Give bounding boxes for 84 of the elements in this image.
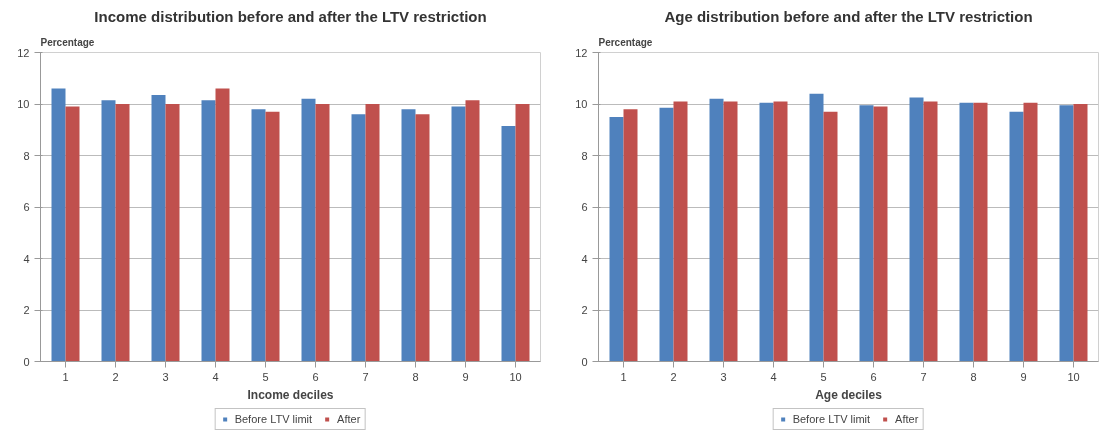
legend-label: Before LTV limit [234, 413, 313, 425]
y-tick-label: 6 [23, 201, 30, 213]
bar [959, 102, 974, 362]
bar [823, 111, 838, 362]
x-tick-label: 7 [920, 370, 927, 383]
legend-label: After [337, 413, 361, 425]
bar [365, 104, 380, 362]
y-tick-label: 10 [17, 98, 30, 110]
bar [1023, 102, 1038, 362]
x-tick-label: 8 [970, 370, 977, 383]
y-axis-title: Percentage [598, 36, 653, 48]
bar [251, 109, 266, 362]
bar [515, 104, 530, 362]
y-tick-label: 12 [575, 46, 588, 59]
y-tick-label: 8 [581, 149, 588, 162]
bar [923, 101, 938, 362]
x-tick-label: 1 [62, 370, 69, 383]
bar [215, 88, 230, 362]
x-tick-label: 6 [312, 370, 319, 383]
x-tick-label: 6 [870, 370, 877, 383]
bar [101, 100, 116, 362]
bar [351, 114, 366, 362]
bar [51, 88, 66, 362]
bar [465, 100, 480, 362]
x-tick-label: 10 [1067, 370, 1080, 383]
x-tick-label: 5 [820, 370, 827, 383]
bar [265, 111, 280, 362]
legend-label: After [895, 413, 919, 425]
bar [659, 107, 674, 362]
bar [501, 125, 516, 362]
bar [809, 93, 824, 362]
y-tick-label: 6 [581, 201, 588, 213]
bar [165, 104, 180, 362]
bar [401, 109, 416, 362]
x-tick-label: 3 [720, 370, 727, 383]
x-tick-label: 4 [770, 370, 777, 383]
bar [1073, 104, 1088, 362]
bar [723, 101, 738, 362]
chart-title: Age distribution before and after the LTV restriction [664, 7, 1033, 25]
y-tick-label: 0 [581, 355, 588, 368]
bar [151, 94, 166, 362]
bar [115, 104, 130, 362]
bar [709, 98, 724, 362]
x-tick-label: 8 [412, 370, 419, 383]
bar [609, 116, 624, 362]
bar [973, 102, 988, 362]
bar [673, 101, 688, 362]
x-tick-label: 2 [670, 370, 677, 383]
x-tick-label: 2 [112, 370, 119, 383]
x-tick-label: 1 [620, 370, 627, 383]
x-axis-title: Age deciles [815, 387, 883, 402]
y-tick-label: 8 [23, 149, 30, 162]
bar [301, 98, 316, 362]
bar [451, 106, 466, 362]
bar [201, 100, 216, 362]
chart-title: Income distribution before and after the LTV restriction [94, 7, 487, 25]
y-axis-title: Percentage [40, 36, 95, 48]
y-tick-label: 2 [23, 304, 30, 316]
y-tick-label: 2 [581, 304, 588, 316]
bar [759, 102, 774, 362]
y-tick-label: 4 [23, 252, 30, 265]
bar [873, 106, 888, 362]
y-tick-label: 10 [575, 98, 588, 110]
bar [859, 105, 874, 362]
x-tick-label: 5 [262, 370, 269, 383]
legend-label: Before LTV limit [792, 413, 871, 425]
bar [315, 104, 330, 362]
y-tick-label: 4 [581, 252, 588, 265]
bar [773, 101, 788, 362]
x-tick-label: 9 [1020, 370, 1027, 383]
y-tick-label: 0 [23, 355, 30, 368]
y-tick-label: 12 [17, 46, 30, 59]
x-tick-label: 4 [212, 370, 219, 383]
x-tick-label: 9 [462, 370, 469, 383]
bar [1059, 105, 1074, 362]
bar [623, 109, 638, 362]
x-tick-label: 3 [162, 370, 169, 383]
bar [65, 106, 80, 362]
x-axis-title: Income deciles [247, 387, 334, 402]
bar [415, 114, 430, 362]
bar [909, 97, 924, 362]
bar [1009, 111, 1024, 362]
x-tick-label: 7 [362, 370, 369, 383]
x-tick-label: 10 [509, 370, 522, 383]
